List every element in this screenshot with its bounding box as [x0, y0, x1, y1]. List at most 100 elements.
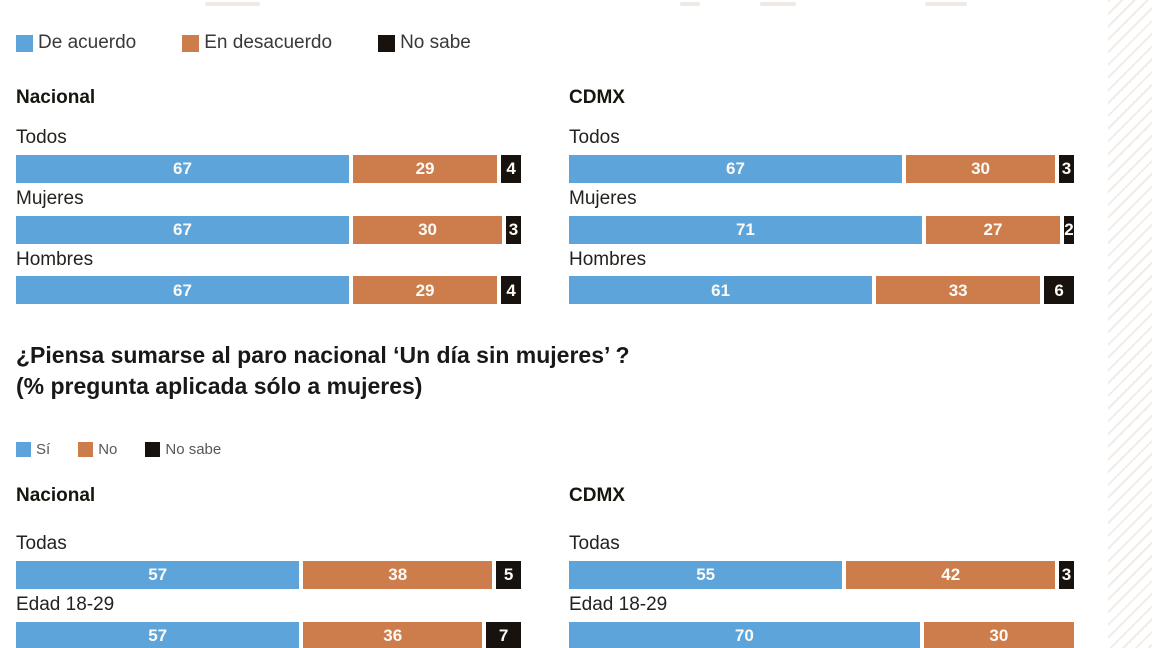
bar-value: 29 [415, 159, 435, 179]
bar-segment: 6 [1044, 276, 1074, 305]
bar-value: 30 [971, 159, 990, 179]
remnant-mark [760, 2, 796, 6]
bar-value: 6 [1054, 280, 1064, 300]
chart-section-acuerdo: De acuerdo En desacuerdo No sabe Nacional T… [16, 32, 1080, 305]
bar-segment: 3 [506, 215, 521, 244]
group-header: CDMX [569, 485, 625, 507]
legend-acuerdo: De acuerdo En desacuerdo No sabe [16, 32, 1080, 54]
chart-section-paro: ¿Piensa sumarse al paro nacional ‘Un día… [16, 340, 1080, 648]
bar-segment: 67 [16, 154, 349, 183]
row-label: Mujeres [569, 187, 637, 209]
legend-item: En desacuerdo [182, 32, 332, 54]
group-header: Nacional [16, 87, 96, 108]
bar-segment: 70 [569, 621, 920, 648]
bar-value: 3 [1061, 159, 1072, 179]
bar-value: 7 [498, 626, 509, 646]
bar-segment: 2 [1064, 215, 1074, 244]
row-label: Todos [16, 127, 67, 148]
bar-value: 57 [148, 626, 168, 646]
bar-segment: 57 [16, 560, 300, 589]
bar-value: 30 [418, 220, 437, 240]
bar-value: 33 [948, 280, 968, 300]
bar-segment: 3 [1059, 154, 1074, 183]
legend-label: Sí [36, 441, 51, 459]
stacked-bar: 67 29 4 [16, 154, 521, 183]
bar-segment: 33 [876, 276, 1041, 305]
stacked-bar: 61 33 6 [569, 276, 1074, 305]
bar-value: 70 [734, 626, 754, 646]
row-label: Hombres [569, 248, 647, 270]
legend-swatch [145, 442, 161, 458]
legend-paro: Sí No No sabe [16, 441, 1080, 458]
legend-swatch [182, 34, 200, 52]
bar-segment: 57 [16, 621, 300, 648]
bar-segment: 27 [925, 215, 1061, 244]
bar-value: 4 [506, 159, 516, 179]
bar-segment: 36 [303, 621, 483, 648]
chart-column-nacional: Nacional Todas 57 38 5 Edad 18-29 57 36 7 [16, 485, 522, 648]
stacked-bar: 57 38 5 [16, 560, 521, 589]
stacked-bar: 55 42 3 [569, 560, 1074, 589]
bar-segment: 3 [1059, 560, 1074, 589]
stacked-bar: 67 30 3 [16, 215, 521, 244]
row-label: Todas [569, 533, 620, 555]
bar-value: 67 [726, 159, 745, 179]
bar-value: 2 [1064, 220, 1074, 240]
stacked-bar: 70 30 [569, 621, 1074, 648]
legend-swatch [16, 442, 31, 458]
row-label: Todas [16, 533, 67, 555]
bar-segment: 5 [496, 560, 521, 589]
legend-item: De acuerdo [16, 32, 136, 54]
remnant-mark [925, 2, 967, 6]
chart-grid-acuerdo: Nacional Todos 67 29 4 Mujeres 67 30 3 Hombres 67 2… [16, 87, 1080, 305]
bar-value: 71 [735, 220, 755, 240]
bar-value: 67 [173, 280, 192, 300]
content-area: De acuerdo En desacuerdo No sabe Nacional T… [16, 0, 1080, 648]
bar-segment: 4 [501, 154, 521, 183]
bar-value: 30 [989, 626, 1009, 646]
stacked-bar: 57 36 7 [16, 621, 522, 648]
bar-segment: 55 [569, 560, 843, 589]
bar-value: 36 [383, 626, 403, 646]
bar-segment: 30 [352, 215, 503, 244]
group-header: Nacional [16, 485, 96, 507]
diagonal-stripes-decoration [1108, 0, 1152, 648]
section-subtitle: (% pregunta aplicada sólo a mujeres) [16, 372, 423, 399]
bar-value: 67 [173, 220, 192, 240]
row-label: Todos [569, 127, 620, 148]
bar-segment: 29 [352, 154, 498, 183]
chart-grid-paro: Nacional Todas 57 38 5 Edad 18-29 57 36 7 CDMX Tod… [16, 486, 1080, 648]
chart-column-cdmx: CDMX Todos 67 30 3 Mujeres 71 27 2 Hombres 61 33 6 [569, 88, 1074, 305]
bar-value: 3 [1061, 565, 1072, 585]
legend-item: Sí [16, 441, 50, 458]
bar-value: 38 [388, 565, 408, 585]
legend-swatch [78, 442, 94, 458]
bar-value: 3 [508, 220, 519, 240]
bar-value: 67 [173, 159, 192, 179]
bar-segment: 71 [569, 215, 922, 244]
section-title: ¿Piensa sumarse al paro nacional ‘Un día… [16, 342, 630, 369]
stacked-bar: 71 27 2 [569, 215, 1074, 244]
legend-label: No [98, 441, 118, 459]
bar-segment: 29 [352, 276, 498, 305]
stacked-bar: 67 29 4 [16, 276, 521, 305]
legend-swatch [16, 34, 33, 52]
legend-item: No sabe [378, 32, 471, 54]
bar-value: 42 [941, 565, 961, 585]
bar-segment: 38 [303, 560, 493, 589]
bar-value: 5 [503, 565, 514, 585]
bar-segment: 4 [501, 276, 521, 305]
row-label: Edad 18-29 [569, 593, 668, 615]
remnant-mark [205, 2, 260, 6]
legend-item: No [78, 441, 117, 458]
bar-value: 61 [711, 280, 731, 300]
legend-label: De acuerdo [38, 32, 137, 53]
bar-segment: 30 [923, 621, 1074, 648]
row-label: Hombres [16, 248, 94, 270]
stacked-bar: 67 30 3 [569, 154, 1074, 183]
row-label: Mujeres [16, 187, 84, 209]
bar-value: 29 [415, 280, 435, 300]
remnant-mark [680, 2, 700, 6]
bar-value: 27 [983, 220, 1003, 240]
